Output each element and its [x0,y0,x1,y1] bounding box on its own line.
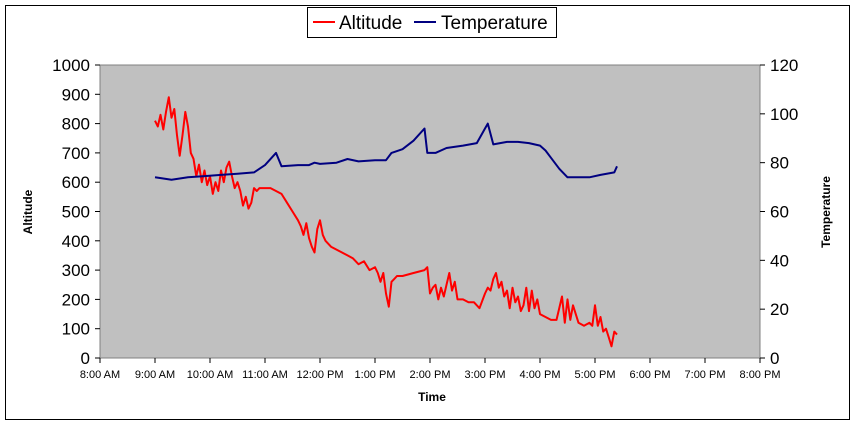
x-tick-label: 6:00 PM [630,369,671,381]
y-tick-label: 900 [62,85,90,104]
y2-tick-label: 40 [770,251,789,270]
x-tick-label: 2:00 PM [410,369,451,381]
x-tick-label: 11:00 AM [242,369,288,381]
y2-tick-label: 0 [770,349,779,368]
chart-border [5,5,850,420]
x-tick-label: 4:00 PM [520,369,561,381]
y-axis-ticks: 0 100 200 300 400 500 600 700 800 900 1000 [52,56,100,368]
y2-tick-label: 100 [770,105,798,124]
series-layer [154,96,618,348]
x-tick-label: 7:00 PM [685,369,726,381]
y-axis-title: Altitude [21,189,35,234]
x-axis-title: Time [418,390,446,404]
x-tick-label: 12:00 PM [296,369,343,381]
y-tick-label: 0 [81,349,90,368]
x-tick-label: 3:00 PM [465,369,506,381]
plot-area [99,64,761,359]
y-tick-label: 200 [62,290,90,309]
y2-axis-ticks: 0 20 40 60 80 100 120 [760,56,798,368]
y2-tick-label: 60 [770,203,789,222]
x-tick-label: 8:00 AM [80,369,120,381]
x-axis-ticks: 8:00 AM 9:00 AM 10:00 AM 11:00 AM 12:00 PM 1:… [80,358,781,381]
x-tick-label: 8:00 PM [740,369,781,381]
y2-axis-title: Temperature [819,176,833,248]
y-tick-label: 500 [62,203,90,222]
series-line-temperature [154,122,618,181]
x-tick-label: 10:00 AM [187,369,233,381]
legend-label-temperature: Temperature [441,13,548,34]
x-tick-label: 1:00 PM [355,369,396,381]
x-tick-label: 5:00 PM [575,369,616,381]
y-tick-label: 400 [62,232,90,251]
y-tick-label: 800 [62,115,90,134]
y-tick-label: 1000 [52,56,90,75]
y-tick-label: 700 [62,144,90,163]
y2-tick-label: 80 [770,154,789,173]
series-line-altitude [154,96,618,348]
legend-label-altitude: Altitude [339,13,402,34]
y-tick-label: 100 [62,320,90,339]
y-tick-label: 600 [62,173,90,192]
y2-tick-label: 120 [770,56,798,75]
legend: Altitude Temperature [307,7,557,38]
y-tick-label: 300 [62,261,90,280]
x-tick-label: 9:00 AM [135,369,175,381]
y2-tick-label: 20 [770,300,789,319]
